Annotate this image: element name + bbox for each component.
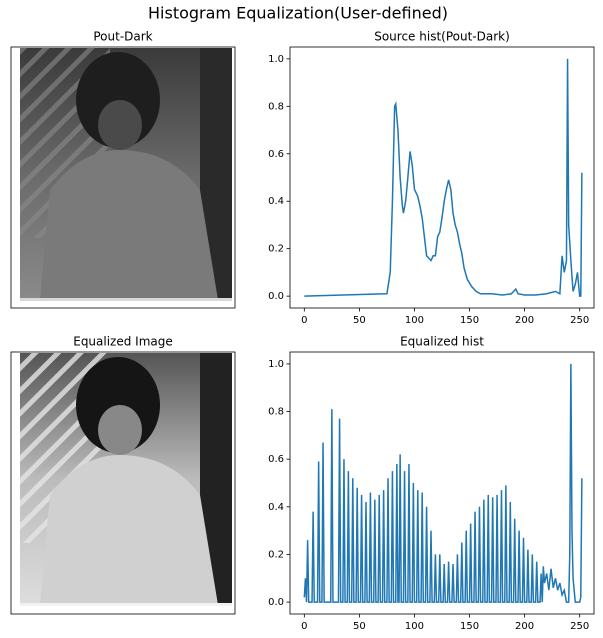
image-title: Equalized Image [73,335,173,349]
chart-title: Equalized hist [400,335,484,349]
y-tick-label: 0.0 [268,291,284,302]
y-tick-label: 0.4 [268,196,284,207]
x-tick-label: 100 [405,315,424,326]
y-tick-label: 1.0 [268,54,284,65]
x-tick-label: 50 [353,621,366,632]
figure-title: Histogram Equalization(User-defined) [148,4,448,23]
y-tick-label: 0.6 [268,149,284,160]
y-tick-label: 1.0 [268,359,284,370]
x-tick-label: 250 [570,315,589,326]
x-tick-label: 200 [515,315,534,326]
y-tick-label: 0.4 [268,502,284,513]
y-tick-label: 0.8 [268,101,284,112]
y-tick-label: 0.0 [268,597,284,608]
chart-title: Source hist(Pout-Dark) [374,30,510,44]
y-tick-label: 0.2 [268,244,284,255]
plot-frame [289,46,595,309]
y-tick-label: 0.2 [268,549,284,560]
y-tick-label: 0.6 [268,454,284,465]
x-tick-label: 100 [405,621,424,632]
equalized-image [10,351,236,615]
hist-line [304,58,583,297]
image-title: Pout-Dark [93,30,152,44]
hist-line [303,363,583,603]
x-tick-label: 50 [353,315,366,326]
x-tick-label: 150 [460,621,479,632]
x-tick-label: 200 [515,621,534,632]
source-image [10,46,236,309]
x-tick-label: 0 [301,315,307,326]
y-tick-label: 0.8 [268,407,284,418]
x-tick-label: 250 [570,621,589,632]
plot-frame [289,351,595,615]
x-tick-label: 0 [301,621,307,632]
x-tick-label: 150 [460,315,479,326]
